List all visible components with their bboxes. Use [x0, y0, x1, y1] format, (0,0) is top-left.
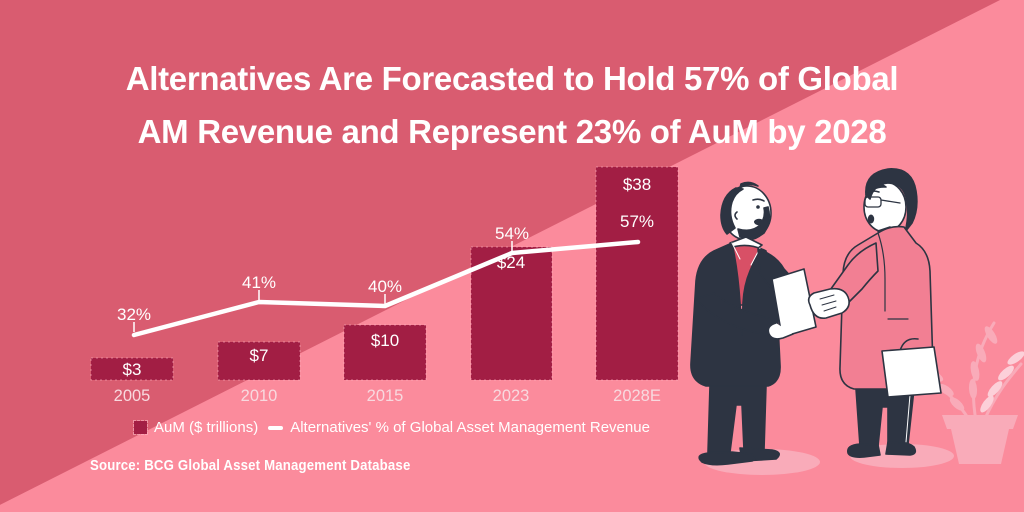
pct-label-2015: 40% [368, 277, 402, 296]
value-label-2015: $10 [371, 331, 399, 350]
year-label-2015: 2015 [367, 387, 404, 405]
value-label-2023: $24 [497, 253, 525, 272]
legend-label-alternatives: Alternatives' % of Global Asset Manageme… [290, 419, 650, 436]
legend-item-aum: AuM ($ trillions) [133, 419, 259, 436]
value-label-2005: $3 [123, 360, 142, 379]
chart-legend: AuM ($ trillions) Alternatives' % of Glo… [133, 419, 650, 436]
year-label-2028e: 2028E [613, 387, 661, 405]
value-label-2010: $7 [250, 346, 269, 365]
bar-2005 [90, 357, 174, 381]
potted-plant-icon [926, 321, 1024, 464]
revenue-line [131, 239, 641, 338]
handshake-hands-icon [807, 287, 850, 320]
businessmen-handshake-illustration [690, 168, 1024, 475]
pct-label-2010: 41% [242, 273, 276, 292]
bar-2015 [343, 324, 427, 381]
pct-label-2028e: 57% [620, 212, 654, 231]
pct-label-2023: 54% [495, 224, 529, 243]
legend-item-alternatives: Alternatives' % of Global Asset Manageme… [268, 419, 650, 436]
bar-2010 [217, 341, 301, 381]
bar-2028e [595, 166, 679, 381]
value-label-2028e: $38 [623, 175, 651, 194]
source-note: Source: BCG Global Asset Management Data… [90, 457, 411, 474]
bar-swatch-icon [133, 420, 148, 435]
year-label-2005: 2005 [114, 387, 151, 405]
legend-label-aum: AuM ($ trillions) [154, 419, 259, 436]
headline-line2: AM Revenue and Represent 23% of AuM by 2… [137, 113, 887, 150]
year-label-2010: 2010 [241, 387, 278, 405]
document-icon [767, 268, 817, 340]
page-title: Alternatives Are Forecasted to Hold 57% … [0, 52, 1024, 158]
pct-leader-ticks [133, 241, 513, 332]
bag-icon [881, 337, 942, 398]
year-label-2023: 2023 [493, 387, 530, 405]
headline-line1: Alternatives Are Forecasted to Hold 57% … [125, 60, 899, 97]
line-swatch-icon [268, 425, 284, 430]
pct-label-2005: 32% [117, 305, 151, 324]
